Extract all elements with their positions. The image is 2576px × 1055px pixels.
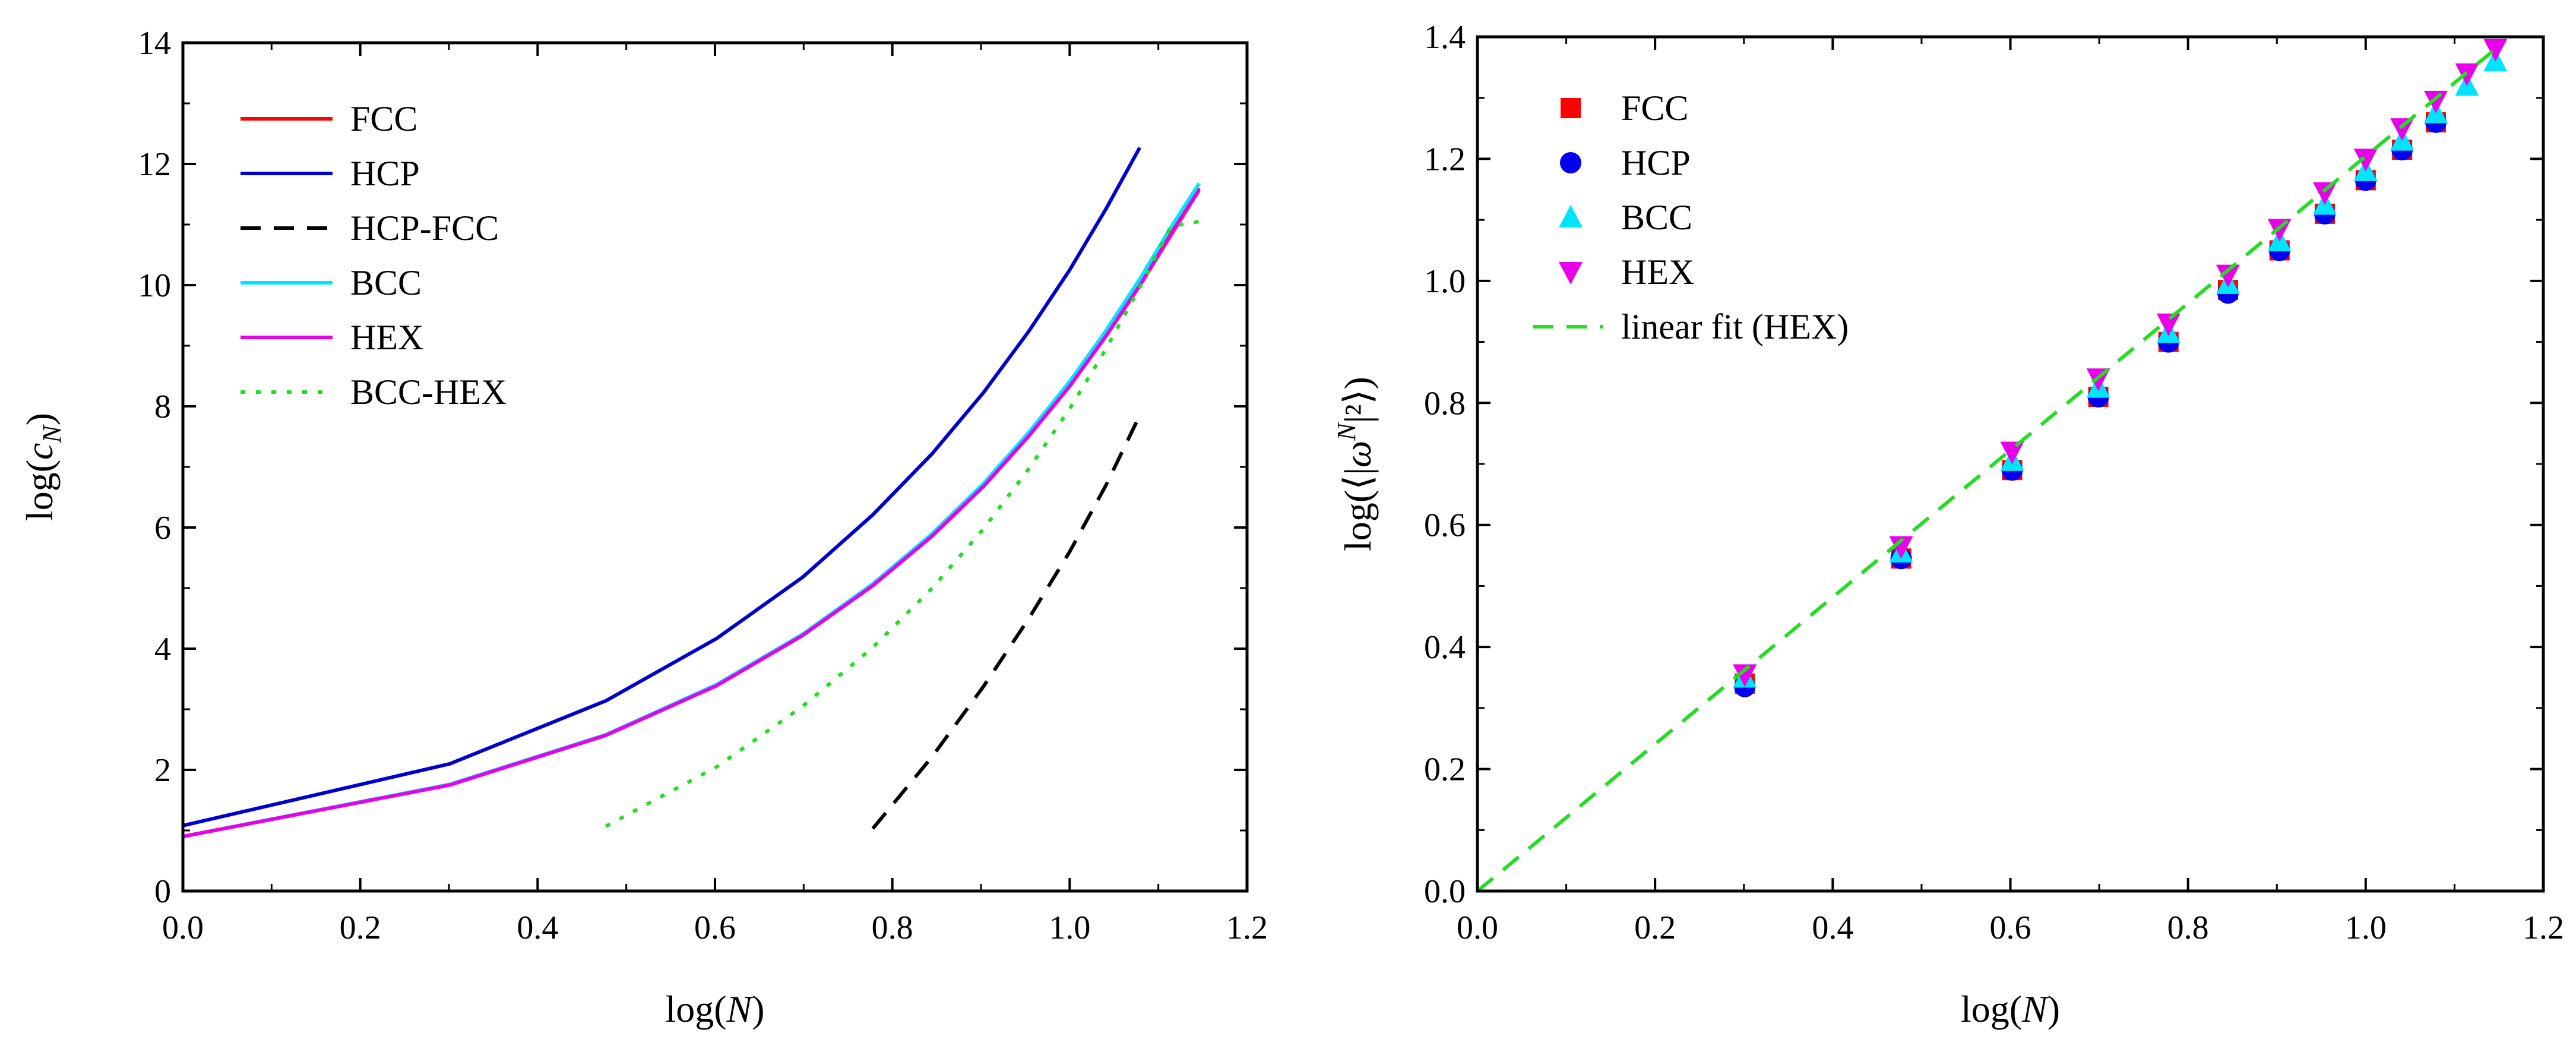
point-hex xyxy=(1889,536,1913,559)
y-tick-label: 0 xyxy=(154,873,171,910)
legend-label-hcp-fcc: HCP-FCC xyxy=(350,209,499,248)
y-axis-label: log(cN) xyxy=(18,413,67,521)
legend-label-fcc: FCC xyxy=(350,99,417,138)
point-hex xyxy=(2156,313,2181,336)
plot-area xyxy=(1477,39,2508,891)
x-tick-label: 1.0 xyxy=(2345,909,2387,946)
point-hex xyxy=(2353,149,2378,172)
legend-label-bcc: BCC xyxy=(350,263,422,302)
axes-frame xyxy=(181,41,1249,893)
series-line-bcc-hex xyxy=(605,219,1200,828)
x-tick-label: 0.8 xyxy=(872,909,913,946)
series-line-hcp-fcc xyxy=(871,414,1142,830)
legend-label-bcc-hex: BCC-HEX xyxy=(350,372,507,412)
legend-label-hex: HEX xyxy=(1621,252,1694,292)
legend-swatch-fcc xyxy=(1561,98,1581,118)
y-tick-label: 2 xyxy=(154,752,171,789)
point-hex xyxy=(1733,664,1757,687)
legend-label-hex: HEX xyxy=(350,318,423,357)
legend-label-hcp: HCP xyxy=(350,154,420,193)
y-tick-label: 0.0 xyxy=(1424,873,1466,910)
x-tick-label: 0.6 xyxy=(1990,909,2031,946)
legend-label-bcc: BCC xyxy=(1621,198,1692,237)
y-tick-label: 10 xyxy=(138,267,171,304)
x-tick-label: 0.0 xyxy=(162,909,204,946)
y-tick-label: 12 xyxy=(138,146,171,183)
series-line-bcc xyxy=(183,182,1201,839)
x-tick-label: 0.8 xyxy=(2167,909,2209,946)
point-hex xyxy=(2216,264,2240,288)
y-tick-label: 0.6 xyxy=(1424,507,1466,544)
x-tick-label: 0.4 xyxy=(1812,909,1853,946)
series-line-fcc xyxy=(183,187,1201,839)
x-axis-label: log(N) xyxy=(1961,988,2060,1030)
y-tick-label: 8 xyxy=(154,388,171,425)
x-axis-label: log(N) xyxy=(665,988,764,1030)
point-hex xyxy=(2000,441,2024,465)
x-tick-label: 1.2 xyxy=(1226,909,1268,946)
point-hex xyxy=(2390,118,2414,141)
y-tick-label: 0.8 xyxy=(1424,385,1466,422)
y-tick-label: 4 xyxy=(154,631,171,668)
x-tick-label: 0.6 xyxy=(694,909,736,946)
series-line-hex xyxy=(183,189,1201,839)
legend-label-fcc: FCC xyxy=(1621,89,1688,128)
x-tick-label: 0.2 xyxy=(340,909,381,946)
series-line-hcp xyxy=(183,147,1141,827)
y-axis-label: log(⟨|ωN|²⟩) xyxy=(1332,377,1379,551)
right-chart-panel: 0.0 0.2 0.4 0.6 0.8 1.0 1.2 0.0 0.2 0.4 0.6 0.8 1.0 1… xyxy=(1332,19,2564,1030)
point-hex xyxy=(2424,90,2448,113)
x-tick-label: 0.0 xyxy=(1457,909,1498,946)
x-tick-label: 1.0 xyxy=(1049,909,1090,946)
y-tick-label: 0.2 xyxy=(1424,751,1466,788)
plot-area xyxy=(183,147,1201,839)
series-line-linear-fit-hex xyxy=(1477,48,2497,891)
y-tick-label: 14 xyxy=(138,25,171,62)
legend: FCC HCP BCC HEX linear fit (HEX) xyxy=(1533,89,1849,346)
y-tick-label: 6 xyxy=(154,510,171,547)
y-tick-label: 1.2 xyxy=(1424,141,1466,178)
legend-swatch-hex xyxy=(1559,262,1583,285)
y-tick-label: 1.4 xyxy=(1424,19,1466,56)
legend: FCC HCP HCP-FCC BCC HEX BCC-HEX xyxy=(240,99,507,412)
legend-label-linear-fit-hex: linear fit (HEX) xyxy=(1621,307,1849,346)
x-tick-label: 0.4 xyxy=(517,909,558,946)
y-tick-label: 0.4 xyxy=(1424,629,1466,666)
legend-swatch-hcp xyxy=(1560,152,1581,173)
legend-swatch-bcc xyxy=(1559,205,1583,228)
y-tick-label: 1.0 xyxy=(1424,263,1466,300)
point-hex xyxy=(2313,182,2337,205)
legend-label-hcp: HCP xyxy=(1621,143,1691,182)
point-hex xyxy=(2483,39,2508,62)
left-chart-panel: 0.0 0.2 0.4 0.6 0.8 1.0 1.2 0 2 4 6 8 10 12 14 log(N) lo… xyxy=(18,25,1268,1030)
x-tick-label: 1.2 xyxy=(2523,909,2564,946)
x-tick-label: 0.2 xyxy=(1634,909,1676,946)
